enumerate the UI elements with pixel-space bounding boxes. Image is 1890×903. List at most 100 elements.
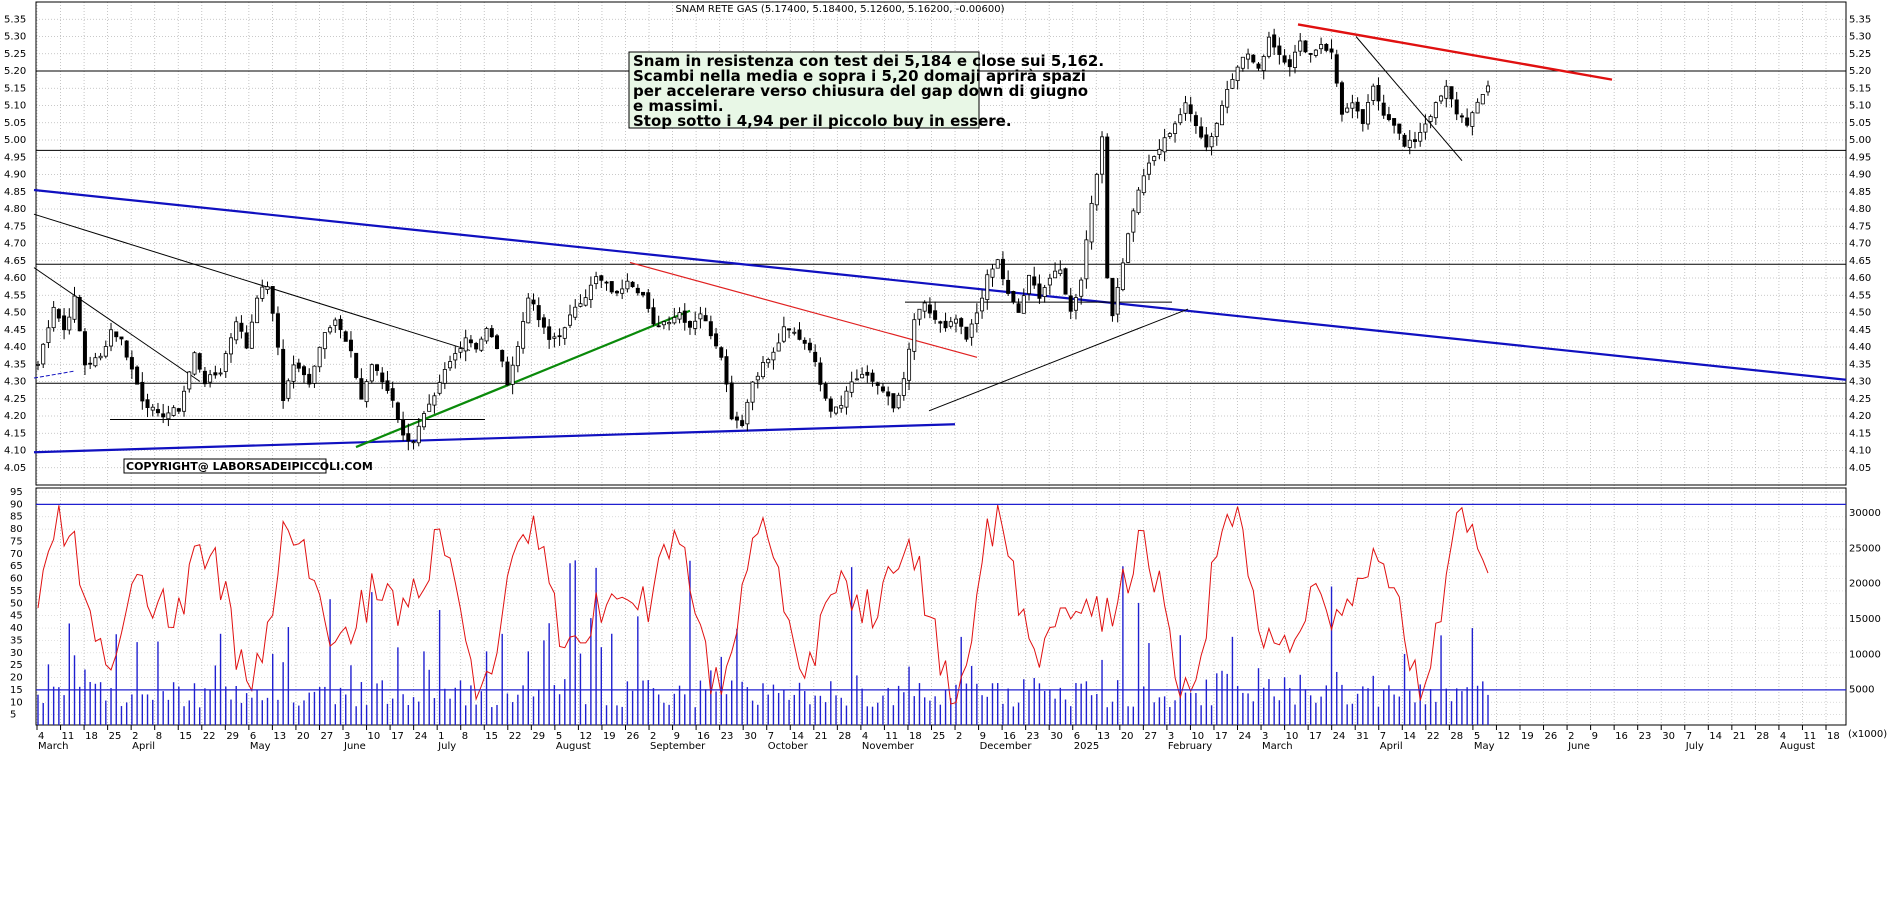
- y-tick-label-right: 4.75: [1849, 221, 1871, 232]
- price-candle: [938, 321, 943, 324]
- price-candle: [661, 321, 666, 326]
- x-tick-label: 20: [297, 731, 310, 742]
- volume-bars: [37, 560, 1489, 725]
- price-candle: [155, 409, 160, 414]
- price-candle: [1334, 54, 1339, 84]
- y-tick-label-right: 4.10: [1849, 446, 1871, 457]
- y-tick-label-left: 4.40: [4, 342, 26, 353]
- price-candle: [1136, 189, 1141, 214]
- copyright-frame: [123, 458, 327, 474]
- osc-tick-label: 80: [10, 524, 23, 535]
- price-candle: [197, 353, 202, 370]
- x-tick-label: 22: [509, 731, 522, 742]
- price-candle: [46, 327, 51, 343]
- price-candle: [510, 364, 515, 385]
- price-candle: [1376, 85, 1381, 102]
- price-candle: [729, 382, 734, 420]
- price-candle: [1126, 233, 1131, 263]
- x-month-label: October: [768, 741, 809, 752]
- price-candle: [82, 331, 87, 366]
- price-panel-frame: [35, 1, 1847, 486]
- price-candle: [228, 337, 233, 355]
- price-candle: [860, 373, 865, 379]
- price-candle: [1454, 99, 1459, 115]
- x-tick-label: 7: [768, 731, 774, 742]
- price-candle: [208, 374, 213, 383]
- price-candle: [1313, 49, 1318, 56]
- x-tick-label: 16: [1003, 731, 1016, 742]
- y-tick-label-left: 4.30: [4, 377, 26, 388]
- price-candle: [1193, 115, 1198, 127]
- price-candle: [703, 315, 708, 322]
- price-candle: [1000, 258, 1005, 280]
- price-candle: [552, 336, 557, 339]
- x-tick-label: 30: [744, 731, 757, 742]
- price-candle: [255, 297, 260, 324]
- y-tick-label-right: 4.55: [1849, 290, 1871, 301]
- price-candle: [880, 386, 885, 392]
- price-candle: [1355, 101, 1360, 112]
- x-month-label: May: [250, 741, 271, 752]
- y-tick-label-left: 4.55: [4, 290, 26, 301]
- osc-tick-label: 85: [10, 512, 23, 523]
- price-candle: [1047, 277, 1052, 286]
- price-candle: [1188, 104, 1193, 115]
- price-candle: [1308, 53, 1313, 55]
- price-candle: [302, 366, 307, 376]
- x-month-label: December: [980, 741, 1033, 752]
- note-line: Scambi nella media e sopra i 5,20 domaji…: [633, 67, 1086, 85]
- y-tick-label-right: 4.85: [1849, 187, 1871, 198]
- price-candle: [797, 329, 802, 340]
- price-candle: [1230, 79, 1235, 89]
- price-candle: [651, 307, 656, 325]
- price-candle: [1319, 44, 1324, 50]
- x-tick-label: 27: [320, 731, 333, 742]
- x-tick-label: 7: [1380, 731, 1386, 742]
- x-tick-label: 1: [438, 731, 444, 742]
- price-candle: [161, 413, 166, 418]
- price-candle: [604, 281, 609, 284]
- x-tick-label: 17: [1309, 731, 1322, 742]
- price-candle: [1021, 295, 1026, 314]
- price-candle: [886, 391, 891, 397]
- price-candle: [182, 390, 187, 412]
- price-candle: [98, 355, 103, 359]
- osc-tick-label: 90: [10, 499, 23, 510]
- y-tick-label-right: 5.05: [1849, 118, 1871, 129]
- y-tick-label-left: 4.95: [4, 152, 26, 163]
- x-tick-label: 14: [1709, 731, 1722, 742]
- volume-tick-label: 10000: [1849, 649, 1881, 660]
- price-candle: [275, 313, 280, 348]
- price-candle: [176, 408, 181, 412]
- price-candle: [338, 318, 343, 331]
- price-candle: [411, 441, 416, 444]
- x-tick-label: 25: [109, 731, 122, 742]
- x-month-label: August: [556, 741, 591, 752]
- price-candle: [1324, 43, 1329, 51]
- x-tick-label: 14: [791, 731, 804, 742]
- y-tick-label-right: 5.20: [1849, 66, 1871, 77]
- price-candle: [750, 381, 755, 403]
- price-candle: [1131, 210, 1136, 233]
- price-candle: [896, 394, 901, 409]
- price-candle: [453, 353, 458, 361]
- price-candle: [1412, 139, 1417, 142]
- price-candle: [1214, 123, 1219, 137]
- x-tick-label: 4: [38, 731, 44, 742]
- price-candle: [1282, 55, 1287, 63]
- price-candle: [1293, 51, 1298, 68]
- price-candle: [239, 322, 244, 332]
- y-tick-label-left: 4.75: [4, 221, 26, 232]
- y-tick-label-left: 5.00: [4, 135, 26, 146]
- x-tick-label: 31: [1356, 731, 1369, 742]
- x-tick-label: 3: [1168, 731, 1174, 742]
- price-candle: [375, 364, 380, 371]
- price-candle: [1209, 136, 1214, 148]
- y-tick-label-right: 5.25: [1849, 49, 1871, 60]
- trendline-black-1: [33, 267, 201, 382]
- price-candle: [672, 317, 677, 324]
- price-candle: [474, 343, 479, 350]
- y-tick-label-right: 5.10: [1849, 101, 1871, 112]
- x-month-label: August: [1780, 741, 1815, 752]
- price-candle: [1042, 287, 1047, 297]
